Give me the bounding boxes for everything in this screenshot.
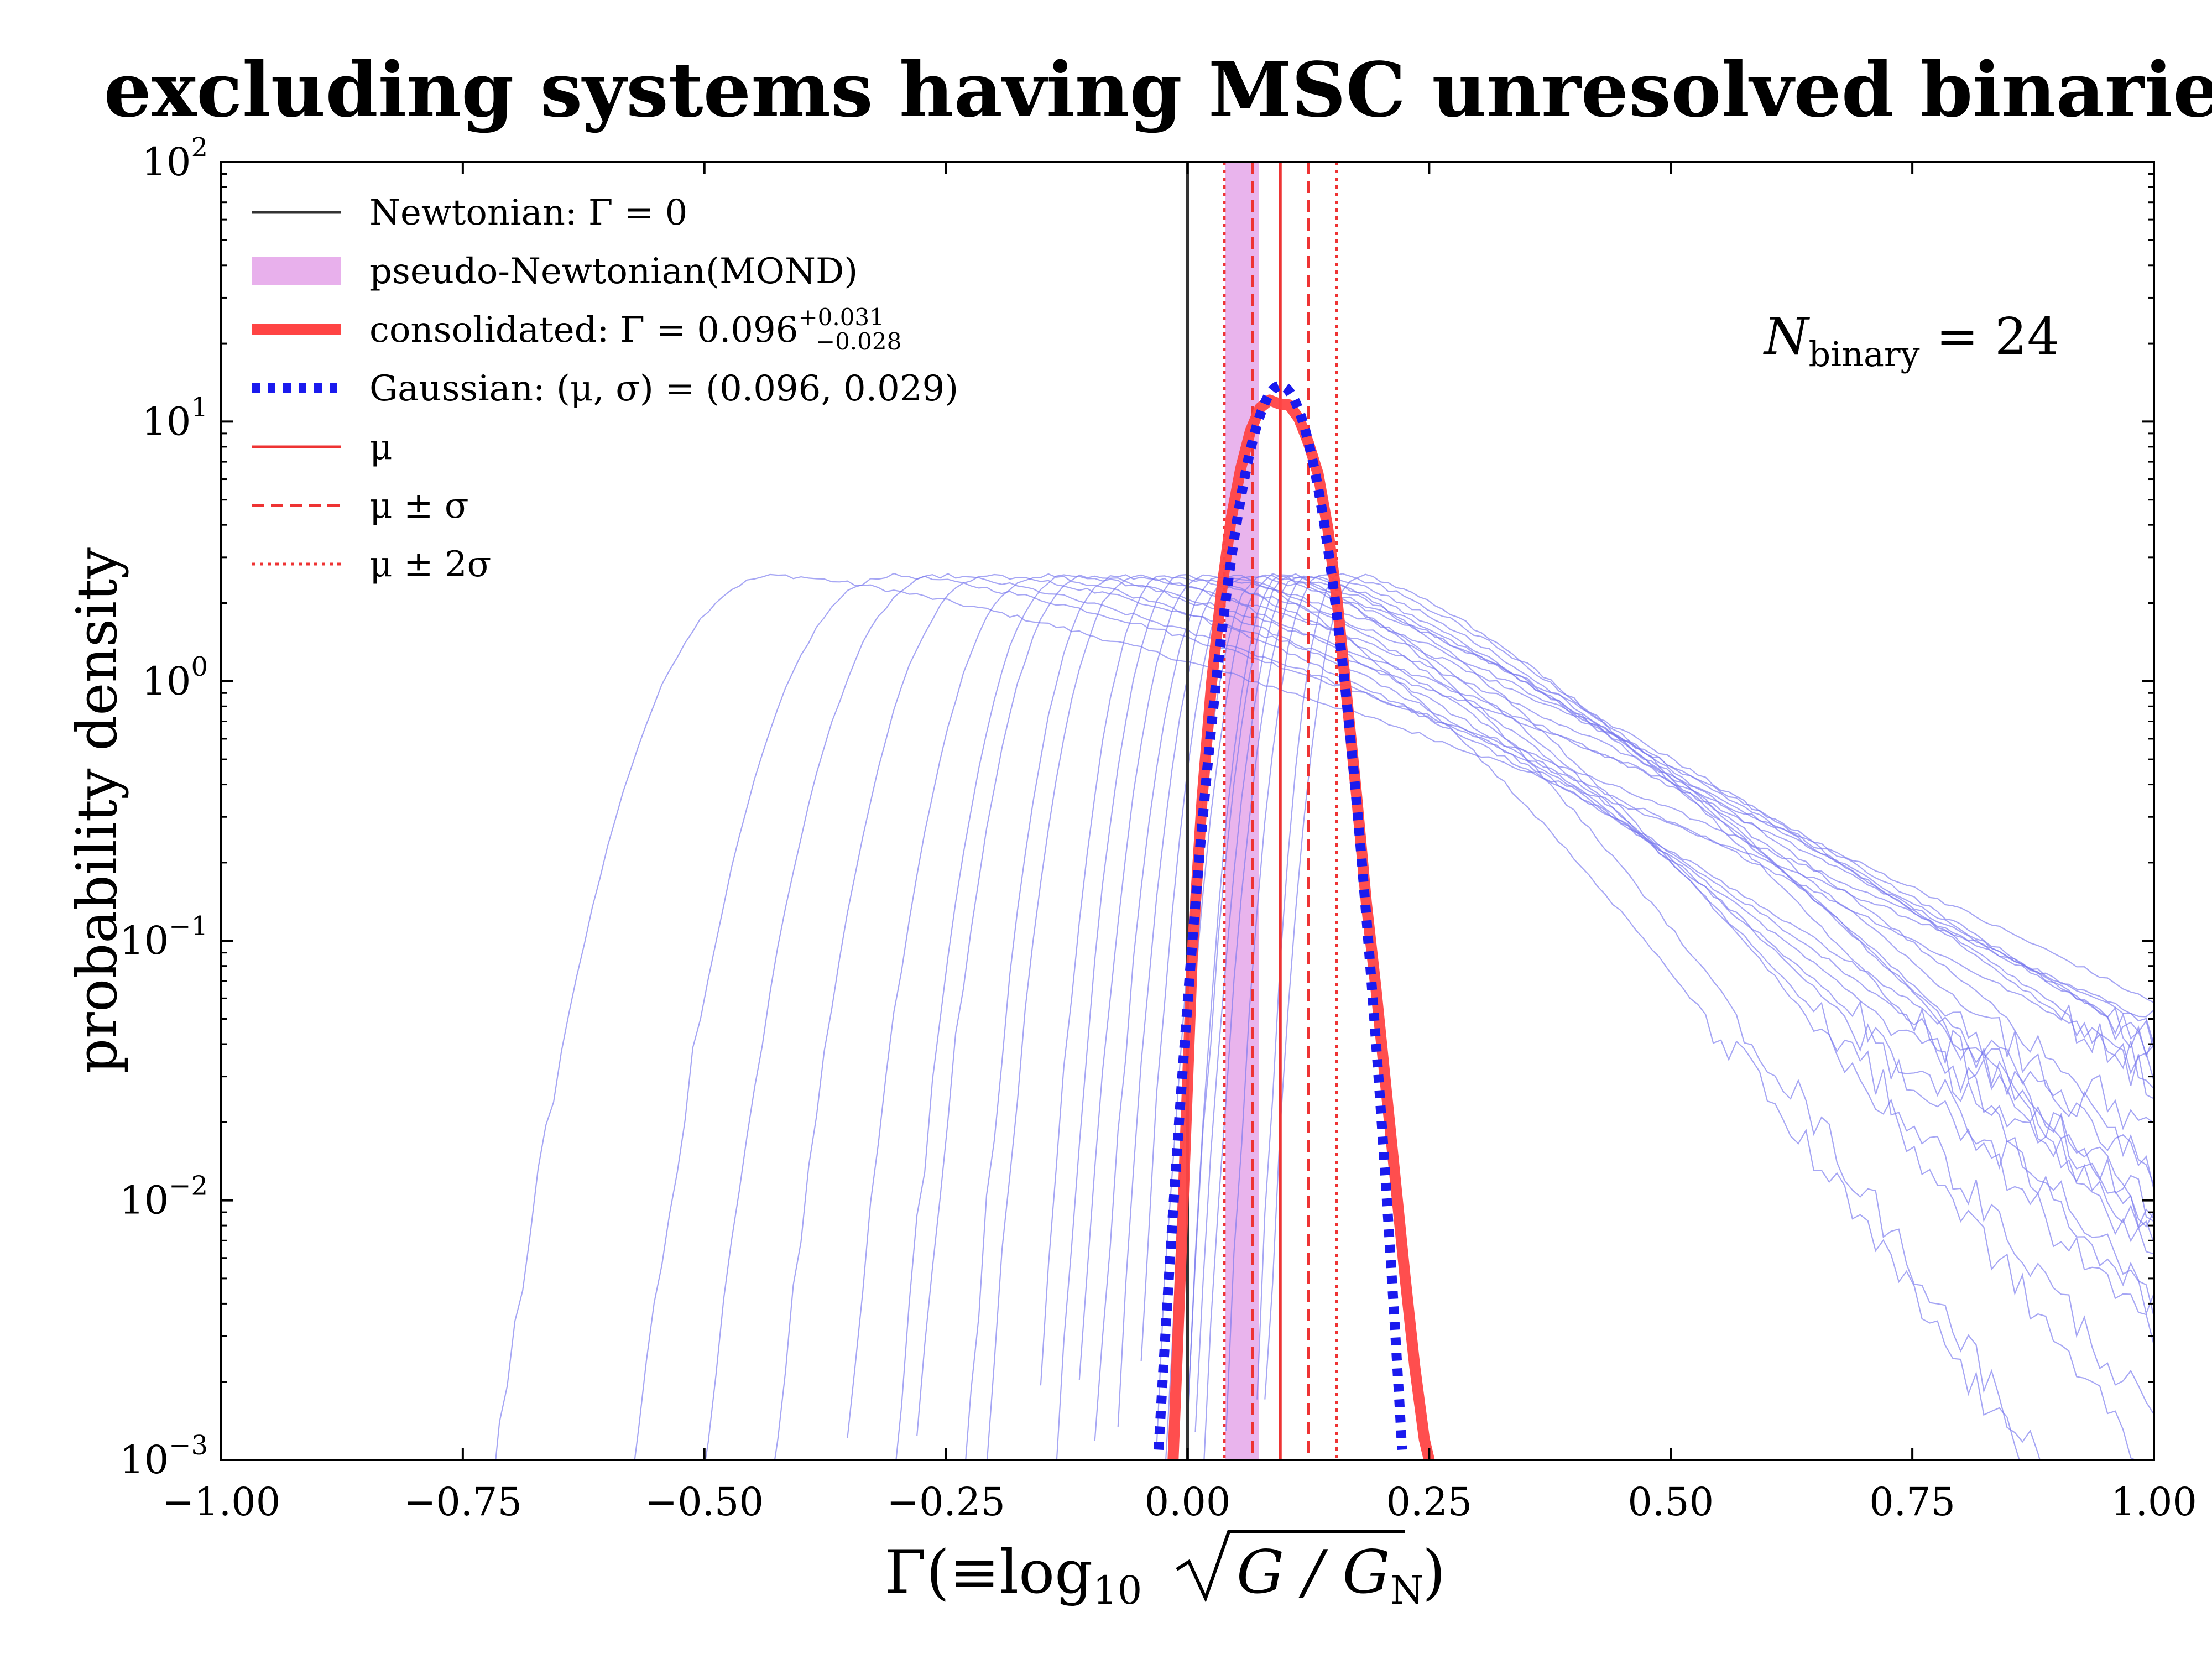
chart-title: excluding systems having MSC unresolved …	[104, 46, 2212, 134]
legend-label-7: μ ± 2σ	[369, 544, 491, 585]
posterior-curve-19	[1165, 573, 2154, 1460]
legend-label-4: Gaussian: (μ, σ) = (0.096, 0.029)	[369, 368, 958, 409]
y-tick-label-0: 10−3	[119, 1430, 208, 1483]
mond-band	[1225, 162, 1259, 1460]
legend-label-3: consolidated: Γ = 0.096+0.031 −0.028	[369, 304, 901, 355]
legend: Newtonian: Γ = 0 pseudo-Newtonian(MOND) co…	[252, 192, 958, 585]
band-layer	[1225, 162, 1259, 1460]
posterior-curve-9	[1140, 576, 2154, 1361]
x-tick-label-8: 1.00	[2111, 1479, 2197, 1525]
x-axis-label-radical	[1176, 1530, 1405, 1603]
curve-layer	[1154, 380, 1435, 1460]
posterior-curve-4	[774, 573, 2154, 1460]
legend-label-2: pseudo-Newtonian(MOND)	[369, 251, 858, 292]
annotation-rest: = 24	[1920, 307, 2060, 366]
y-tick-label-1: 10−2	[119, 1171, 208, 1223]
x-axis-label: Γ(≡log10 G / GN )	[885, 1530, 1446, 1613]
y-tick-label-5: 102	[142, 132, 208, 185]
legend-handle-2	[252, 257, 341, 285]
posterior-curve-20	[1203, 576, 2137, 1460]
vline-layer	[1186, 162, 1338, 1460]
x-tick-label-5: 0.25	[1386, 1479, 1472, 1525]
posterior-curve-1	[495, 573, 2154, 1460]
x-tick-label-1: −0.75	[404, 1479, 523, 1525]
legend-label-1: Newtonian: Γ = 0	[369, 192, 687, 233]
x-axis-label-close: )	[1422, 1538, 1446, 1607]
posterior-curve-6	[965, 574, 2154, 1460]
posterior-curve-15	[1264, 573, 2154, 1400]
annotation-n: N	[1763, 307, 1811, 366]
y-tick-label-2: 10−1	[119, 911, 208, 963]
legend-label-5: μ	[369, 427, 393, 468]
x-tick-label-6: 0.50	[1627, 1479, 1714, 1525]
plot-area	[495, 162, 2154, 1460]
x-tick-label-4: 0.00	[1145, 1479, 1231, 1525]
y-tick-label-3: 100	[142, 651, 208, 704]
tick-layer: −1.00 −0.75 −0.50 −0.25 0.00 0.25 0.50 0.75 1.00…	[119, 132, 2197, 1525]
posterior-curve-3	[705, 573, 2154, 1460]
annotation-n-binary: Nbinary = 24	[1763, 307, 2059, 374]
posterior-curve-16	[986, 574, 2154, 1460]
posterior-curve-14	[1256, 573, 2154, 1400]
x-tick-label-2: −0.50	[645, 1479, 764, 1525]
posterior-layer	[495, 573, 2154, 1460]
x-axis-label-main: Γ(≡log10	[885, 1538, 1142, 1613]
y-axis-label: probability density	[65, 547, 129, 1074]
gaussian-curve	[1154, 380, 1407, 1451]
x-tick-label-3: −0.25	[886, 1479, 1005, 1525]
annotation-sub: binary	[1809, 334, 1920, 374]
x-axis-label-rad: G / GN	[1237, 1538, 1424, 1613]
posterior-curve-13	[1225, 574, 2154, 1431]
posterior-curve-22	[916, 574, 2154, 1436]
posterior-curve-10	[1156, 574, 2154, 1447]
x-tick-label-7: 0.75	[1869, 1479, 1955, 1525]
legend-label-6: μ ± σ	[369, 486, 469, 526]
posterior-curve-21	[847, 573, 2154, 1438]
y-tick-label-4: 101	[142, 392, 208, 444]
x-tick-label-0: −1.00	[162, 1479, 281, 1525]
